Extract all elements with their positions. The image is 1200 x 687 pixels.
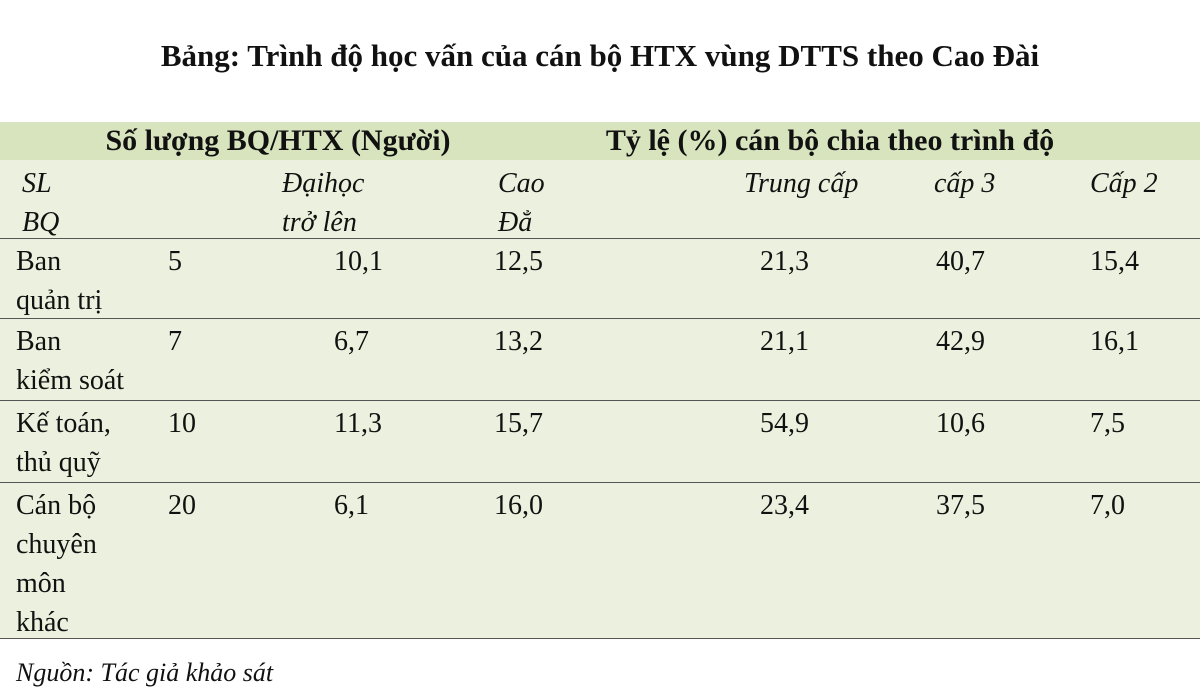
cell: 37,5: [936, 490, 985, 521]
cell: 15,7: [494, 408, 543, 439]
row-line: [0, 238, 1200, 239]
row-label: Kế toán,: [16, 408, 111, 439]
row-line: [0, 482, 1200, 483]
row-line: [0, 318, 1200, 319]
table-bg: [0, 122, 1200, 638]
cell: 6,1: [334, 490, 369, 521]
cell: 16,0: [494, 490, 543, 521]
title: Bảng: Trình độ học vấn của cán bộ HTX vù…: [160, 38, 1040, 73]
cell: 54,9: [760, 408, 809, 439]
row-line: [0, 400, 1200, 401]
row-label: Ban: [16, 326, 62, 357]
column-header: SL: [22, 168, 52, 199]
cell: 10,1: [334, 246, 383, 277]
cell: 20: [168, 490, 196, 521]
row-label: chuyên: [16, 529, 97, 560]
cell: 10,6: [936, 408, 985, 439]
group-header: Số lượng BQ/HTX (Người): [105, 124, 451, 157]
column-header: cấp 3: [934, 168, 996, 199]
row-label: thủ quỹ: [16, 447, 101, 478]
cell: 11,3: [334, 408, 382, 439]
row-label: Ban: [16, 246, 62, 277]
cell: 12,5: [494, 246, 543, 277]
row-label: môn: [16, 568, 66, 599]
row-line: [0, 638, 1200, 639]
cell: 15,4: [1090, 246, 1139, 277]
cell: 42,9: [936, 326, 985, 357]
cell: 7,0: [1090, 490, 1125, 521]
cell: 13,2: [494, 326, 543, 357]
cell: 7,5: [1090, 408, 1125, 439]
column-header: Đẳ: [498, 207, 533, 238]
column-header: Cấp 2: [1090, 168, 1158, 199]
column-header: Đạihọc: [282, 168, 365, 199]
cell: 10: [168, 408, 196, 439]
source: Nguồn: Tác giả khảo sát: [16, 658, 274, 687]
column-header: BQ: [22, 207, 60, 238]
cell: 40,7: [936, 246, 985, 277]
row-label: khác: [16, 607, 69, 638]
group-header-bg: [0, 122, 1200, 160]
cell: 21,1: [760, 326, 809, 357]
row-label: quản trị: [16, 285, 103, 316]
column-header: Cao: [498, 168, 545, 199]
cell: 21,3: [760, 246, 809, 277]
cell: 23,4: [760, 490, 809, 521]
cell: 5: [168, 246, 182, 277]
cell: 7: [168, 326, 182, 357]
group-header: Tỷ lệ (%) cán bộ chia theo trình độ: [605, 124, 1055, 157]
column-header: trở lên: [282, 207, 357, 238]
cell: 6,7: [334, 326, 369, 357]
row-label: Cán bộ: [16, 490, 97, 521]
row-label: kiểm soát: [16, 365, 125, 396]
cell: 16,1: [1090, 326, 1139, 357]
column-header: Trung cấp: [744, 168, 859, 199]
